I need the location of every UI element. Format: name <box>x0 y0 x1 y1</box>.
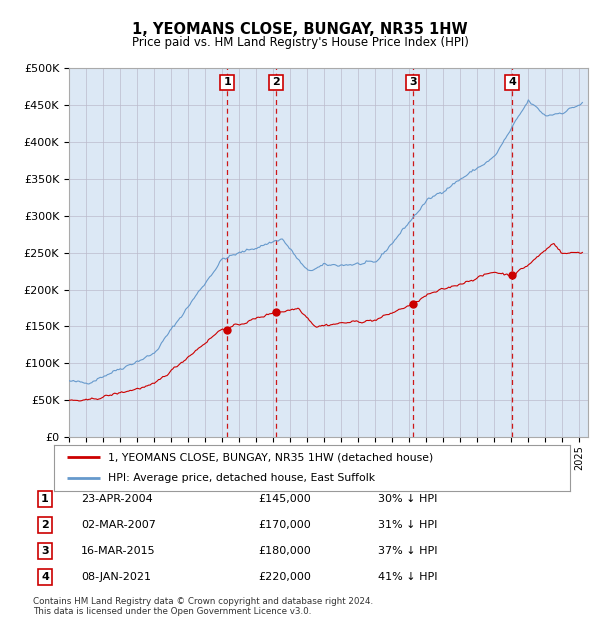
Text: 2: 2 <box>41 520 49 530</box>
Text: This data is licensed under the Open Government Licence v3.0.: This data is licensed under the Open Gov… <box>33 607 311 616</box>
Text: HPI: Average price, detached house, East Suffolk: HPI: Average price, detached house, East… <box>108 474 376 484</box>
Text: 30% ↓ HPI: 30% ↓ HPI <box>378 494 437 504</box>
Text: 4: 4 <box>508 78 516 87</box>
Text: 37% ↓ HPI: 37% ↓ HPI <box>378 546 437 556</box>
Text: £180,000: £180,000 <box>258 546 311 556</box>
Text: 08-JAN-2021: 08-JAN-2021 <box>81 572 151 582</box>
Text: Contains HM Land Registry data © Crown copyright and database right 2024.: Contains HM Land Registry data © Crown c… <box>33 597 373 606</box>
Text: 31% ↓ HPI: 31% ↓ HPI <box>378 520 437 530</box>
Text: 02-MAR-2007: 02-MAR-2007 <box>81 520 156 530</box>
Text: 4: 4 <box>41 572 49 582</box>
Text: 1: 1 <box>223 78 231 87</box>
Text: 3: 3 <box>41 546 49 556</box>
Text: 41% ↓ HPI: 41% ↓ HPI <box>378 572 437 582</box>
Text: 16-MAR-2015: 16-MAR-2015 <box>81 546 155 556</box>
Text: £170,000: £170,000 <box>258 520 311 530</box>
Text: £220,000: £220,000 <box>258 572 311 582</box>
Text: 1, YEOMANS CLOSE, BUNGAY, NR35 1HW: 1, YEOMANS CLOSE, BUNGAY, NR35 1HW <box>132 22 468 37</box>
Text: 1, YEOMANS CLOSE, BUNGAY, NR35 1HW (detached house): 1, YEOMANS CLOSE, BUNGAY, NR35 1HW (deta… <box>108 452 433 462</box>
Text: 3: 3 <box>409 78 417 87</box>
Text: 1: 1 <box>41 494 49 504</box>
Text: £145,000: £145,000 <box>258 494 311 504</box>
Text: Price paid vs. HM Land Registry's House Price Index (HPI): Price paid vs. HM Land Registry's House … <box>131 36 469 49</box>
Text: 2: 2 <box>272 78 280 87</box>
Text: 23-APR-2004: 23-APR-2004 <box>81 494 153 504</box>
